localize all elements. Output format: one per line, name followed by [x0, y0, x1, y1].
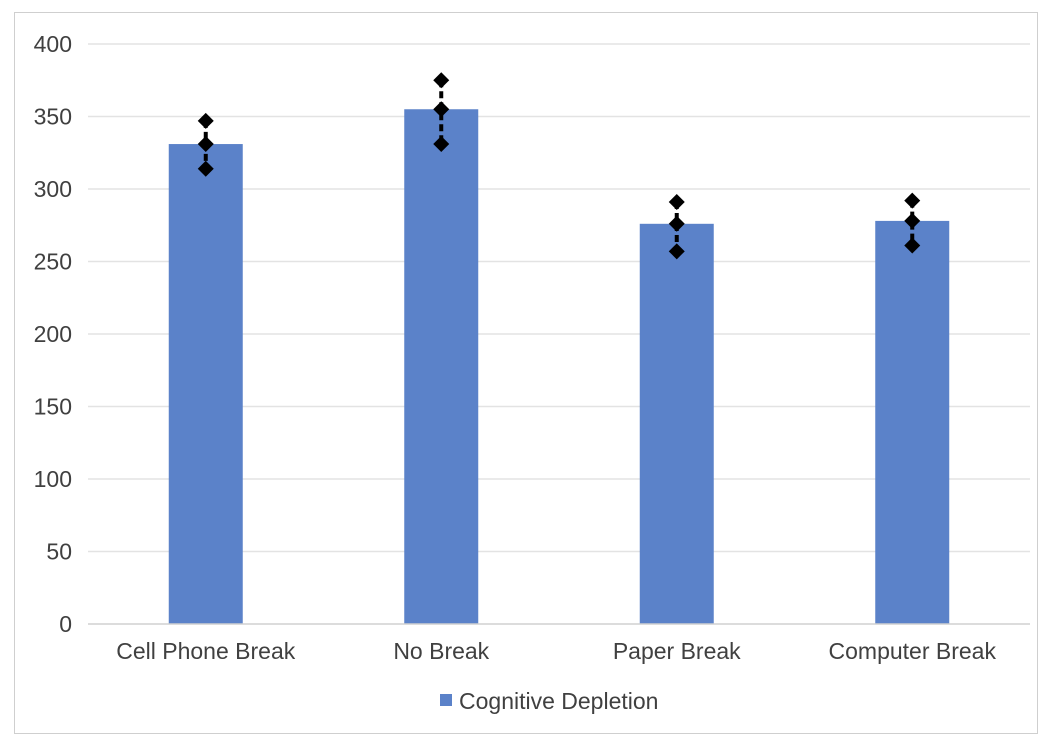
error-high-marker-1: [197, 112, 214, 129]
bar-2: [404, 109, 479, 624]
error-low-marker-4: [904, 237, 921, 254]
error-high-marker-3: [668, 194, 685, 211]
y-tick-label-350: 350: [34, 104, 72, 130]
x-category-label-4: Computer Break: [829, 638, 997, 664]
x-axis-category-labels: Cell Phone Break No Break Paper Break Compu…: [116, 638, 996, 664]
y-tick-label-100: 100: [34, 466, 72, 492]
y-tick-label-400: 400: [34, 31, 72, 57]
error-low-marker-2: [433, 136, 450, 153]
error-high-marker-4: [904, 192, 921, 209]
y-tick-label-250: 250: [34, 249, 72, 275]
error-bars: [197, 72, 921, 260]
y-axis-tick-labels: 0 50 100 150 200 250 300 350 400: [34, 31, 72, 637]
y-tick-label-300: 300: [34, 176, 72, 202]
legend-swatch: [440, 694, 452, 706]
bar-4: [875, 220, 950, 624]
x-category-label-3: Paper Break: [613, 638, 741, 664]
legend-label: Cognitive Depletion: [459, 688, 658, 714]
error-high-marker-2: [433, 72, 450, 89]
y-tick-label-0: 0: [59, 611, 72, 637]
legend: Cognitive Depletion: [440, 688, 658, 714]
error-low-marker-1: [197, 160, 214, 177]
value-marker-1: [197, 136, 214, 153]
y-tick-label-200: 200: [34, 321, 72, 347]
bar-3: [639, 223, 714, 625]
x-category-label-1: Cell Phone Break: [116, 638, 295, 664]
value-marker-3: [668, 215, 685, 232]
bars: [168, 109, 950, 625]
x-category-label-2: No Break: [393, 638, 489, 664]
bar-1: [168, 144, 243, 625]
y-tick-label-50: 50: [46, 539, 72, 565]
error-low-marker-3: [668, 243, 685, 260]
value-marker-2: [433, 101, 450, 118]
y-tick-label-150: 150: [34, 394, 72, 420]
gridlines: [88, 43, 1030, 553]
value-marker-4: [904, 212, 921, 229]
